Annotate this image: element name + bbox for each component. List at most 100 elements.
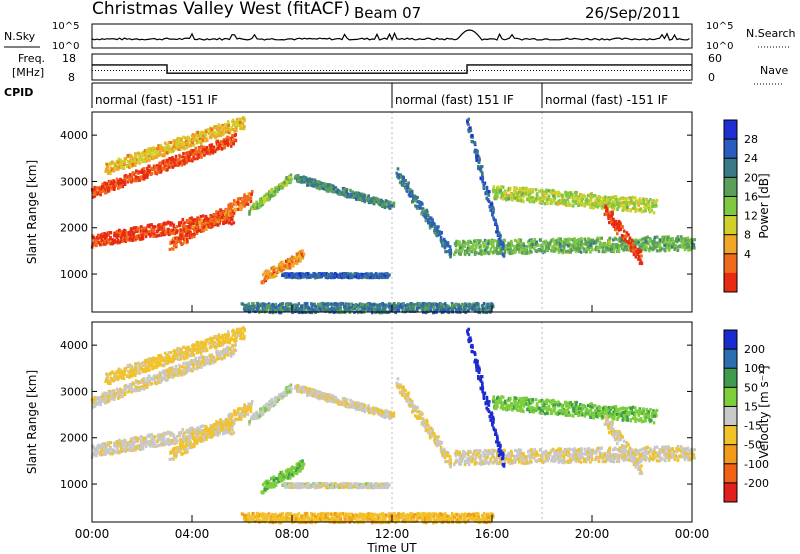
power-cell xyxy=(324,305,328,309)
power-cell xyxy=(296,176,299,180)
power-cell xyxy=(148,158,151,162)
power-cell xyxy=(224,125,227,130)
power-cell xyxy=(412,309,416,313)
power-cell xyxy=(397,308,401,312)
power-cell xyxy=(142,229,146,233)
power-cell xyxy=(286,303,289,307)
power-cell xyxy=(174,141,177,145)
power-cell xyxy=(273,308,277,312)
power-cell xyxy=(377,306,380,310)
power-cell xyxy=(435,228,439,232)
power-cell xyxy=(234,203,237,207)
power-cell xyxy=(264,199,267,203)
power-cell xyxy=(528,246,532,250)
power-cell xyxy=(207,224,211,228)
power-cell xyxy=(623,204,626,208)
power-cell xyxy=(296,174,299,178)
power-cell xyxy=(150,223,153,227)
power-cell xyxy=(217,128,221,132)
power-cell xyxy=(239,124,243,128)
power-cell xyxy=(227,130,231,134)
power-cell xyxy=(232,128,236,132)
power-cell xyxy=(137,151,140,155)
power-cell xyxy=(199,130,202,135)
power-cell xyxy=(475,251,478,255)
power-cell xyxy=(125,235,128,239)
power-cell xyxy=(181,231,185,235)
power-cell xyxy=(210,131,213,135)
power-cell xyxy=(112,187,116,191)
power-cell xyxy=(658,242,662,246)
power-cell xyxy=(197,228,201,232)
power-cell xyxy=(318,272,321,276)
power-cell xyxy=(154,155,158,159)
power-cell xyxy=(142,157,145,161)
power-cell xyxy=(341,191,344,195)
power-cell xyxy=(212,216,215,220)
power-cell xyxy=(390,302,394,307)
power-cell xyxy=(201,214,205,218)
freq-label: Freq. xyxy=(18,52,45,65)
power-cell xyxy=(121,185,125,189)
power-cell xyxy=(161,160,165,164)
power-cell xyxy=(140,157,143,161)
power-cell xyxy=(150,147,153,151)
power-cell xyxy=(181,242,185,246)
power-cell xyxy=(389,309,393,313)
power-cell xyxy=(149,232,152,237)
power-cell xyxy=(175,158,178,162)
power-cell xyxy=(210,148,213,152)
power-cell xyxy=(161,232,164,236)
power-cell xyxy=(270,194,274,198)
power-cell xyxy=(278,265,282,269)
power-cell xyxy=(314,273,317,277)
power-cell xyxy=(267,270,271,274)
power-cell xyxy=(297,180,300,184)
power-cell xyxy=(195,141,199,145)
power-cell xyxy=(619,227,622,232)
power-cell xyxy=(243,197,246,201)
power-cell xyxy=(217,146,220,150)
power-cell xyxy=(410,304,414,308)
power-cell xyxy=(429,308,433,312)
power-cell xyxy=(208,131,211,135)
power-cell xyxy=(263,271,267,275)
power-cell xyxy=(539,238,542,242)
power-cell xyxy=(693,246,696,250)
power-cell xyxy=(239,127,242,131)
power-cell xyxy=(214,220,217,224)
power-cell xyxy=(425,303,429,307)
power-cell xyxy=(206,128,210,132)
power-cell xyxy=(617,205,621,209)
power-cell xyxy=(288,179,292,183)
power-cell xyxy=(200,228,204,232)
power-cell xyxy=(568,237,571,241)
power-cell xyxy=(321,182,324,186)
power-cell xyxy=(128,176,131,180)
power-cell xyxy=(168,247,172,251)
power-cell xyxy=(341,187,345,191)
power-cell xyxy=(186,240,189,244)
power-cell xyxy=(266,269,269,273)
power-cell xyxy=(271,311,275,315)
power-cell xyxy=(218,126,222,130)
power-cell xyxy=(443,246,447,250)
power-cell xyxy=(340,276,344,280)
power-cell xyxy=(531,188,535,192)
power-cell xyxy=(264,305,267,309)
power-cell xyxy=(197,140,200,144)
power-cell xyxy=(653,240,656,244)
power-cell xyxy=(142,151,146,155)
power-cell xyxy=(145,229,148,233)
freq-tick-bottom: 8 xyxy=(68,71,75,84)
power-cell xyxy=(663,244,666,248)
power-cell xyxy=(259,197,262,201)
power-cell xyxy=(252,203,255,207)
power-cell xyxy=(183,229,187,233)
power-cell xyxy=(224,123,227,127)
power-cell xyxy=(564,199,567,203)
power-cell xyxy=(653,200,657,204)
power-cell xyxy=(256,203,260,207)
power-cell xyxy=(119,234,122,238)
power-cell xyxy=(221,123,224,128)
